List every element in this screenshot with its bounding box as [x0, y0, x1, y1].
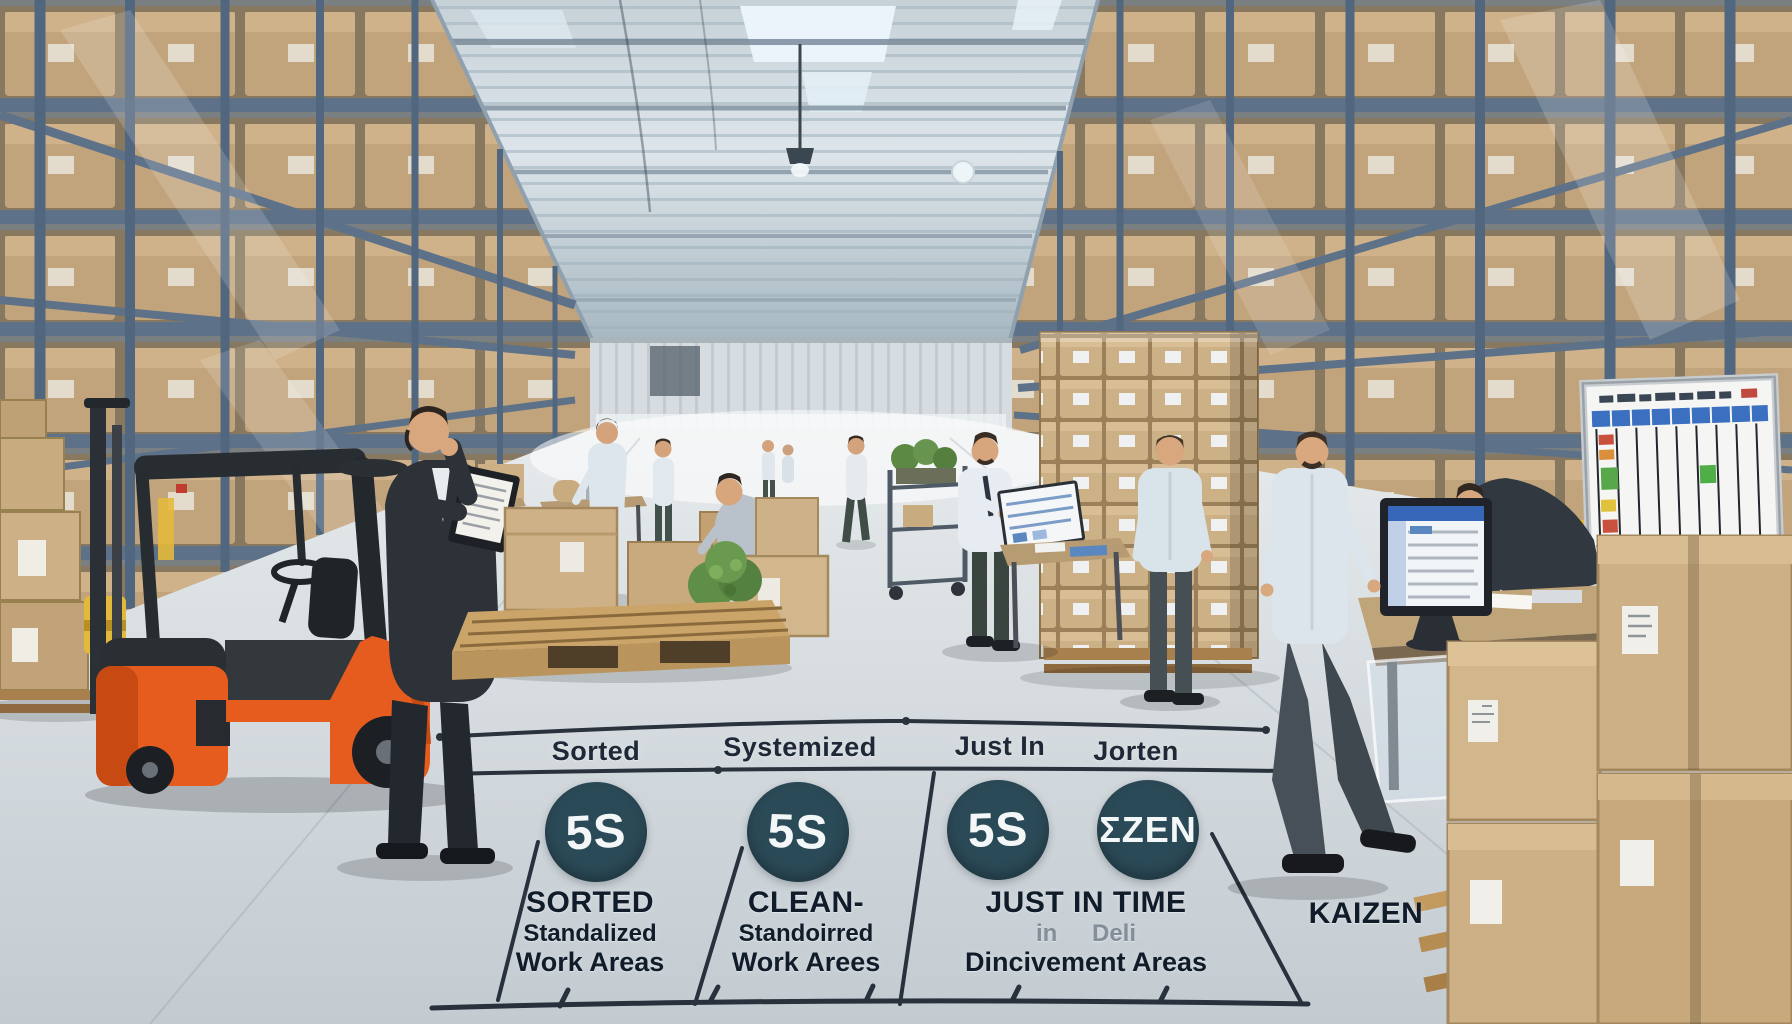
worker-tiny-pair [762, 440, 794, 502]
skylight [740, 6, 896, 62]
forklift-red-tag [176, 484, 187, 493]
block-heading: SORTED [525, 886, 655, 919]
floor-block-kaizen: KAIZEN [1309, 897, 1424, 931]
floor-block-sorted: SORTED Standalized Work Areas [516, 886, 665, 977]
floor-section-label-1: Sorted [551, 736, 641, 766]
ceiling [400, 0, 1104, 342]
desk-monitor [1380, 498, 1492, 651]
worker-at-carton-wall [1120, 435, 1220, 711]
block-heading: CLEAN- [747, 886, 865, 919]
chart-reading-supervisor [942, 432, 1131, 662]
block-heading: JUST IN TIME [985, 886, 1187, 919]
pallet-with-plant [452, 473, 830, 683]
badge-kaizen: ΣZEN [1097, 780, 1199, 880]
block-line2: Standalized [523, 920, 657, 947]
floor-block-clean: CLEAN- Standoirred Work Arees [732, 886, 881, 977]
rack-guard-yellow [158, 498, 174, 560]
floor-section-label-2: Systemized [723, 732, 877, 762]
block-line3: Dincivement Areas [964, 947, 1208, 977]
block-line3: Work Areas [515, 947, 665, 977]
round-light-icon [951, 160, 975, 184]
block-line2: Standoirred [738, 920, 874, 947]
foreground-carton-pallet [1413, 534, 1792, 1024]
block-heading: KAIZEN [1308, 897, 1424, 930]
floor-section-label-4: Jorten [1093, 736, 1179, 766]
side-desk [1000, 538, 1131, 649]
floor-section-label-3: Just In [954, 731, 1046, 761]
worker-walking-distant [836, 435, 876, 550]
block-line3: Work Arees [731, 947, 881, 977]
forklift [84, 398, 475, 813]
walking-worker-near [1228, 431, 1416, 900]
floor-diagram-lines [429, 717, 1311, 1011]
paper-chart [997, 480, 1086, 552]
spreadsheet-header [1388, 506, 1484, 521]
doorway [650, 346, 700, 396]
board-red-mark [1741, 388, 1758, 398]
floor-block-just-in-time: JUST IN TIME in Deli Dincivement Areas [965, 886, 1207, 977]
block-line2: in Deli [1035, 920, 1137, 947]
hanging-lamp-icon [786, 44, 814, 177]
